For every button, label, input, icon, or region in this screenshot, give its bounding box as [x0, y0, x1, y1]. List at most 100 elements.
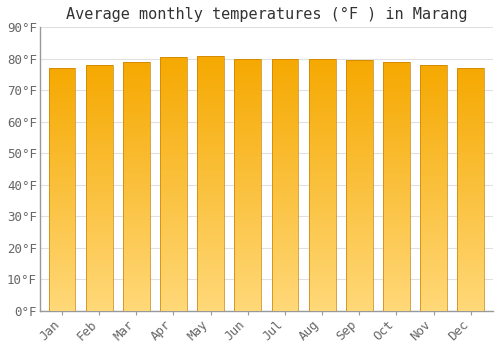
Bar — [86, 151, 113, 152]
Bar — [48, 88, 76, 89]
Bar — [308, 241, 336, 243]
Bar — [420, 65, 447, 66]
Bar — [86, 97, 113, 98]
Bar — [198, 220, 224, 222]
Bar — [160, 303, 187, 304]
Bar — [160, 298, 187, 300]
Bar — [346, 281, 372, 282]
Bar — [420, 178, 447, 180]
Bar — [458, 149, 484, 151]
Bar — [308, 234, 336, 235]
Bar — [86, 103, 113, 104]
Bar — [234, 310, 261, 311]
Bar — [308, 172, 336, 174]
Bar — [346, 163, 372, 164]
Bar — [420, 97, 447, 98]
Bar — [420, 186, 447, 187]
Bar — [308, 211, 336, 213]
Bar — [86, 65, 113, 66]
Bar — [123, 111, 150, 112]
Bar — [234, 157, 261, 159]
Bar — [420, 262, 447, 263]
Bar — [458, 238, 484, 239]
Bar — [346, 191, 372, 192]
Bar — [86, 120, 113, 122]
Bar — [458, 245, 484, 247]
Bar — [383, 113, 410, 114]
Bar — [123, 183, 150, 184]
Bar — [198, 154, 224, 155]
Bar — [198, 148, 224, 149]
Bar — [383, 100, 410, 102]
Bar — [86, 124, 113, 125]
Bar — [234, 180, 261, 181]
Bar — [383, 282, 410, 284]
Bar — [346, 300, 372, 301]
Bar — [308, 303, 336, 305]
Bar — [234, 232, 261, 233]
Bar — [383, 72, 410, 73]
Bar — [234, 245, 261, 247]
Bar — [346, 198, 372, 200]
Bar — [383, 76, 410, 77]
Bar — [383, 129, 410, 131]
Bar — [198, 205, 224, 206]
Bar — [272, 123, 298, 124]
Bar — [420, 117, 447, 118]
Bar — [198, 85, 224, 86]
Bar — [198, 224, 224, 225]
Bar — [234, 171, 261, 172]
Bar — [383, 251, 410, 252]
Bar — [48, 301, 76, 302]
Bar — [123, 270, 150, 271]
Bar — [86, 203, 113, 204]
Bar — [272, 297, 298, 299]
Bar — [123, 230, 150, 231]
Bar — [458, 233, 484, 235]
Bar — [198, 236, 224, 237]
Bar — [198, 188, 224, 190]
Bar — [86, 205, 113, 206]
Bar — [346, 210, 372, 211]
Bar — [48, 244, 76, 245]
Bar — [458, 85, 484, 86]
Bar — [383, 173, 410, 174]
Bar — [346, 102, 372, 103]
Bar — [420, 149, 447, 150]
Bar — [198, 247, 224, 248]
Bar — [48, 307, 76, 309]
Bar — [346, 221, 372, 222]
Bar — [272, 303, 298, 305]
Bar — [48, 273, 76, 275]
Bar — [198, 63, 224, 65]
Bar — [160, 250, 187, 251]
Bar — [48, 125, 76, 127]
Bar — [272, 143, 298, 145]
Bar — [272, 104, 298, 105]
Bar — [234, 238, 261, 239]
Bar — [86, 285, 113, 286]
Bar — [383, 143, 410, 144]
Bar — [198, 187, 224, 188]
Bar — [308, 267, 336, 268]
Bar — [86, 144, 113, 145]
Bar — [272, 199, 298, 200]
Bar — [198, 139, 224, 140]
Bar — [346, 138, 372, 139]
Bar — [420, 214, 447, 215]
Bar — [383, 243, 410, 244]
Bar — [123, 223, 150, 224]
Bar — [272, 232, 298, 233]
Bar — [160, 235, 187, 236]
Bar — [420, 208, 447, 209]
Bar — [458, 68, 484, 311]
Bar — [86, 192, 113, 193]
Bar — [234, 209, 261, 210]
Bar — [383, 202, 410, 203]
Bar — [383, 310, 410, 311]
Bar — [123, 147, 150, 148]
Bar — [48, 278, 76, 279]
Bar — [123, 301, 150, 302]
Bar — [346, 246, 372, 247]
Bar — [234, 237, 261, 238]
